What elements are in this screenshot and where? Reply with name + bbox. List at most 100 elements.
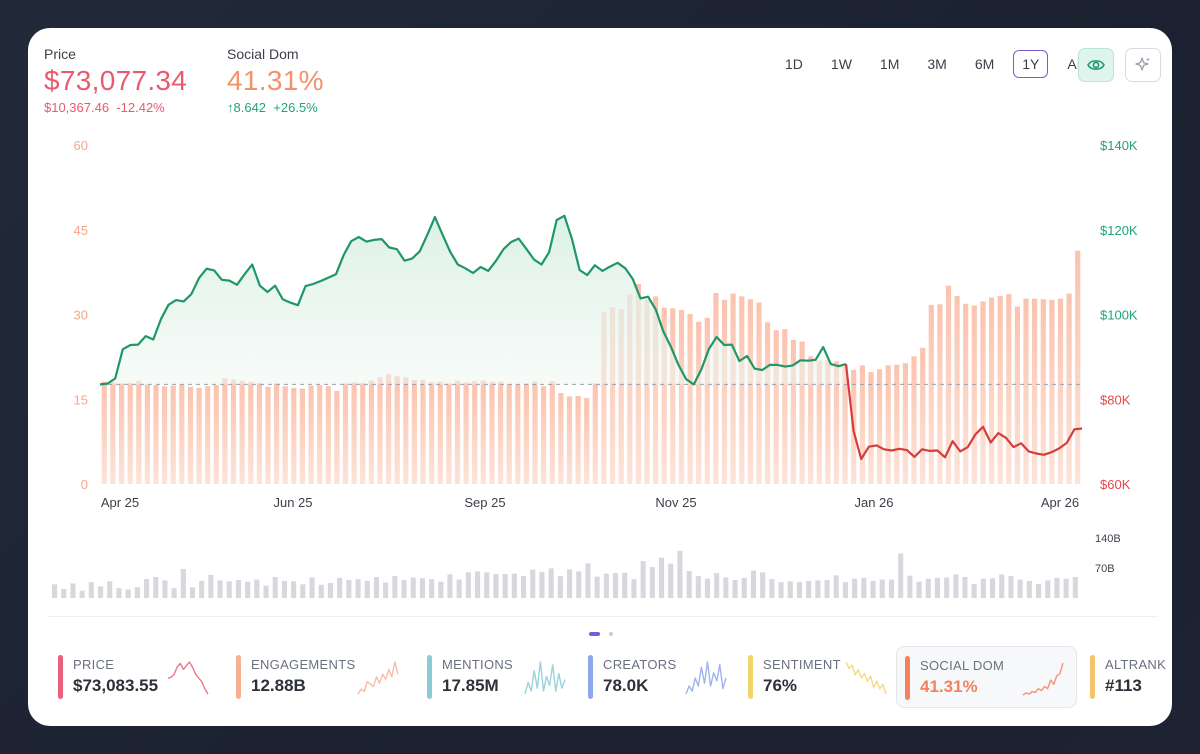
- price-change-abs: $10,367.46: [44, 100, 110, 115]
- volume-bar: [1026, 580, 1032, 598]
- volume-bar: [180, 568, 186, 598]
- social-dom-bar: [1066, 293, 1072, 484]
- metric-card-mentions[interactable]: MENTIONS 17.85M: [419, 646, 579, 708]
- volume-bar: [79, 590, 85, 598]
- page-dot-active[interactable]: [589, 632, 600, 636]
- metric-color-bar: [748, 655, 753, 699]
- social-dom-bar: [730, 293, 736, 484]
- social-dom-bar: [601, 312, 607, 484]
- social-dom-bar: [1057, 298, 1064, 484]
- right-axis-tick: $100K: [1100, 308, 1138, 323]
- social-dom-bar: [721, 299, 728, 484]
- volume-bar: [327, 583, 333, 598]
- volume-bar: [613, 573, 619, 598]
- volume-bar: [769, 579, 775, 598]
- range-1y[interactable]: 1Y: [1013, 50, 1049, 78]
- volume-bar: [502, 574, 508, 598]
- metric-card-creators[interactable]: CREATORS 78.0K: [580, 646, 740, 708]
- metric-label: ENGAGEMENTS: [251, 657, 356, 672]
- social-dom-bar: [170, 385, 176, 484]
- social-dom-bar: [980, 301, 986, 484]
- volume-bar: [806, 580, 812, 598]
- range-1w[interactable]: 1W: [830, 56, 852, 72]
- volume-bar: [898, 553, 904, 598]
- social-dom-bar: [816, 360, 822, 484]
- social-dom-bar: [1032, 298, 1038, 484]
- toggle-visibility-button[interactable]: [1078, 48, 1114, 82]
- volume-bar: [1063, 578, 1069, 598]
- metric-card-social-dom[interactable]: SOCIAL DOM 41.31%: [896, 646, 1077, 708]
- volume-bar: [208, 574, 214, 598]
- volume-bar: [52, 584, 58, 598]
- sparkline-path: [845, 661, 887, 695]
- social-dom-bar: [162, 386, 168, 484]
- social-dom-bar: [1023, 298, 1029, 484]
- sparkline-path: [357, 661, 399, 695]
- social-dom-bar: [575, 395, 581, 484]
- volume-bar: [576, 571, 582, 598]
- volume-bar: [144, 579, 150, 598]
- social-dom-bar: [696, 321, 702, 484]
- social-dom-bar: [256, 382, 262, 484]
- volume-bar: [980, 578, 986, 598]
- metric-card-sentiment[interactable]: SENTIMENT 76%: [740, 646, 900, 708]
- metric-card-altrank[interactable]: ALTRANK #113: [1082, 646, 1172, 708]
- volume-bar: [659, 557, 665, 598]
- volume-bar: [907, 575, 913, 598]
- metric-card-engagements[interactable]: ENGAGEMENTS 12.88B: [228, 646, 399, 708]
- right-axis-tick: $60K: [1100, 477, 1131, 492]
- page-dot[interactable]: [609, 632, 613, 636]
- volume-bar: [750, 570, 756, 598]
- volume-bar: [401, 580, 407, 598]
- social-dom-bar: [790, 339, 796, 484]
- social-dom-bar: [868, 372, 874, 484]
- range-1m[interactable]: 1M: [879, 56, 900, 72]
- volume-bar: [410, 577, 416, 598]
- volume-bar: [944, 577, 950, 598]
- social-dom-bar: [110, 382, 116, 484]
- volume-bar: [392, 576, 398, 598]
- volume-bar: [61, 589, 67, 598]
- right-axis-tick: $80K: [1100, 392, 1131, 407]
- right-axis-tick: $140K: [1100, 138, 1138, 153]
- social-dom-bar: [386, 374, 392, 484]
- volume-bar: [272, 577, 278, 598]
- metric-card-price[interactable]: PRICE $73,083.55: [50, 646, 210, 708]
- social-dom-bar: [885, 365, 891, 484]
- volume-bar: [318, 584, 324, 598]
- ai-insights-button[interactable]: [1125, 48, 1161, 82]
- volume-bar: [364, 580, 370, 598]
- range-3m[interactable]: 3M: [927, 56, 947, 72]
- volume-bar: [281, 580, 287, 598]
- volume-bar: [796, 582, 802, 598]
- volume-bar: [530, 569, 536, 598]
- volume-bar: [300, 584, 306, 598]
- social-dom-bar: [678, 310, 685, 484]
- volume-bar: [70, 583, 76, 598]
- social-dom-bar: [489, 381, 495, 484]
- social-dom-bar: [248, 381, 254, 484]
- range-6m[interactable]: 6M: [974, 56, 995, 72]
- metric-value: 76%: [763, 676, 798, 695]
- social-dom-bar: [902, 363, 908, 484]
- pagination-dots: [589, 632, 613, 636]
- volume-bar: [824, 580, 830, 598]
- social-dom-bar: [101, 381, 107, 484]
- volume-bar: [649, 567, 655, 598]
- social-dom-bar: [377, 377, 383, 484]
- volume-bar: [1045, 580, 1051, 598]
- left-axis-tick: 30: [74, 308, 88, 323]
- x-axis-tick: Jun 25: [273, 495, 312, 510]
- volume-bar: [254, 579, 260, 598]
- social-dom-bar: [515, 384, 521, 484]
- social-dom-bar: [153, 385, 159, 484]
- social-dom-bar: [274, 383, 280, 484]
- volume-bar: [548, 568, 554, 598]
- social-dom-change-abs: ↑8.642: [227, 100, 267, 115]
- metric-label: SENTIMENT: [763, 657, 841, 672]
- range-1d[interactable]: 1D: [785, 56, 803, 72]
- social-dom-bar: [782, 329, 788, 484]
- metric-cards: PRICE $73,083.55 ENGAGEMENTS 12.88B MENT…: [50, 646, 1172, 710]
- social-dom-label: Social Dom: [227, 46, 299, 62]
- metric-value: 41.31%: [920, 677, 978, 696]
